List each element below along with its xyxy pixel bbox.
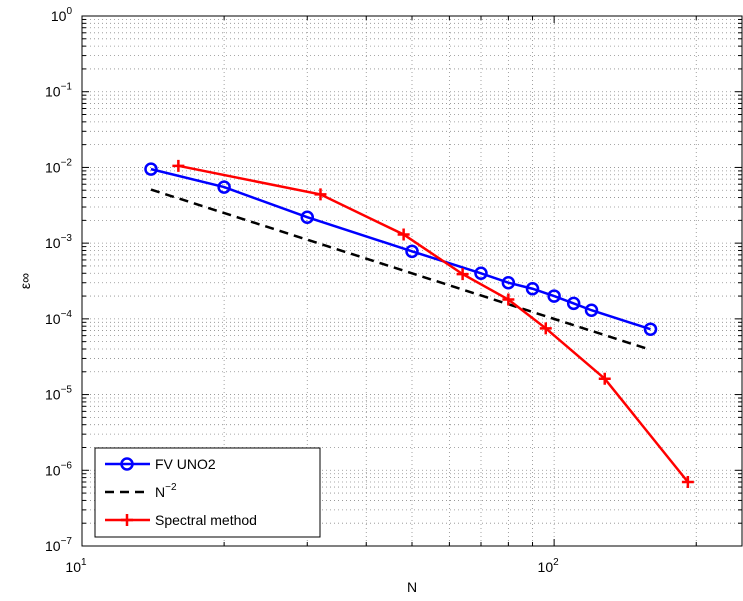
data-point-fv-uno2 [643,322,658,336]
legend-label-fv-uno2: FV UNO2 [155,456,216,472]
series-spectral-method [172,159,694,489]
series-fv-uno2 [144,162,658,336]
legend-marker-spectral-method [121,514,133,526]
data-point-spectral-method [681,476,694,489]
series-n [150,188,651,352]
y-tick-label: 10−1 [45,82,72,100]
x-tick-label: 101 [65,557,87,575]
legend: FV UNO2 N−2 Spectral method [94,447,321,538]
data-point-spectral-method [456,268,469,281]
legend-label-spectral-method: Spectral method [155,512,257,528]
data-point-spectral-method [172,159,185,172]
data-point-fv-uno2 [525,281,540,296]
data-series [144,159,694,489]
data-point-fv-uno2 [501,275,516,290]
y-tick-label: 10−4 [45,309,72,327]
data-point-spectral-method [539,322,552,335]
data-point-fv-uno2 [547,289,561,303]
x-axis-label: N [407,579,417,595]
data-point-spectral-method [314,188,327,201]
y-tick-label: 10−2 [45,157,72,175]
data-point-fv-uno2 [474,266,488,281]
y-tick-label: 10−7 [45,536,72,554]
data-point-fv-uno2 [217,180,231,194]
series-line-n [150,188,651,352]
data-point-fv-uno2 [144,162,158,176]
y-tick-label: 10−5 [45,385,72,403]
data-point-spectral-method [397,228,410,241]
data-point-fv-uno2 [300,210,315,224]
y-tick-label: 10−6 [45,460,72,478]
legend-label-n: N−2 [155,482,177,500]
data-point-fv-uno2 [584,303,599,317]
y-axis-label: ε∞ [17,273,33,289]
axis-ticks: 101 102 100 10−1 10−2 10−3 10−4 10−5 10−6 10−7 [45,6,742,575]
legend-marker-fv-uno2 [120,457,134,471]
data-point-fv-uno2 [405,244,419,259]
y-tick-label: 100 [51,6,73,24]
series-line-spectral-method [178,164,689,483]
data-point-spectral-method [502,293,515,306]
data-point-fv-uno2 [566,296,581,311]
data-point-spectral-method [598,372,611,385]
x-tick-label: 102 [538,557,560,575]
y-tick-label: 10−3 [45,233,72,251]
grid-lines [82,16,742,546]
